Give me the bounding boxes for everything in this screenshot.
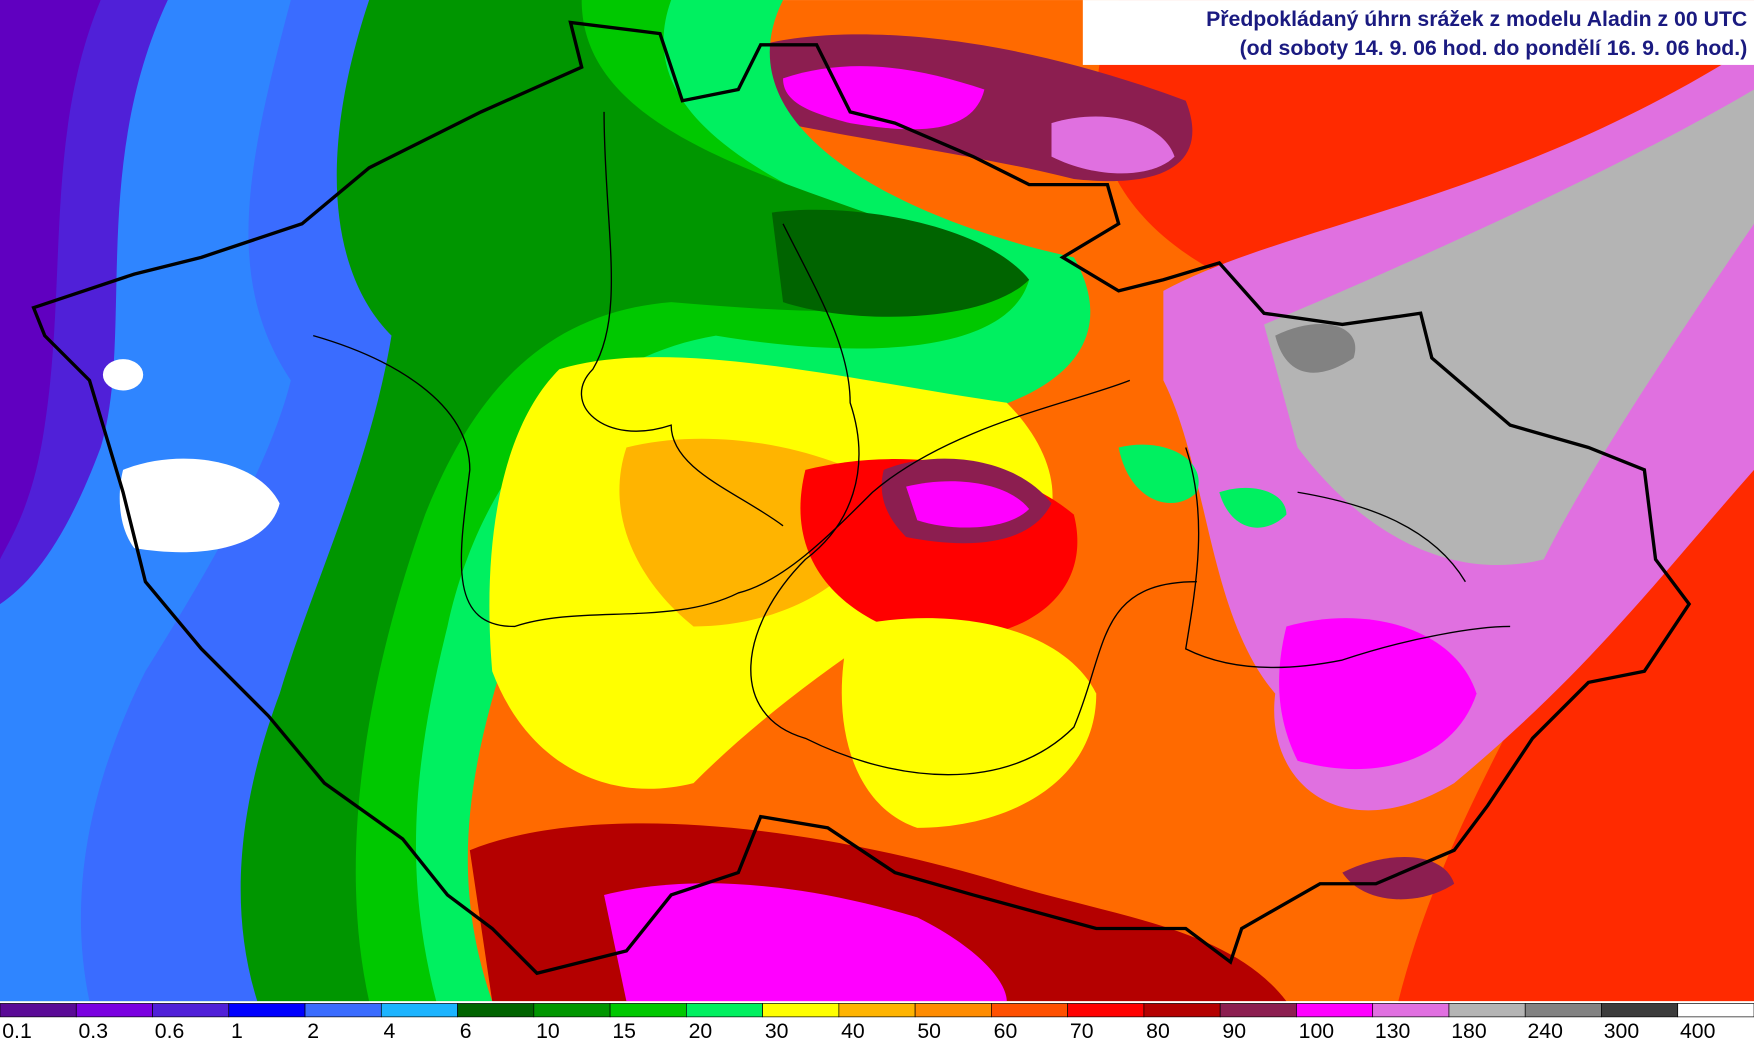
legend-label: 180 [1451, 1019, 1486, 1043]
legend-label: 100 [1299, 1019, 1334, 1043]
legend-swatch [609, 1003, 687, 1018]
legend-label: 1 [231, 1019, 243, 1043]
legend-swatch [686, 1003, 763, 1018]
border [31, 20, 1692, 976]
legend-swatch [75, 1003, 153, 1018]
legend-swatch [380, 1003, 458, 1018]
legend-label: 30 [765, 1019, 789, 1043]
legend-swatch [1143, 1003, 1221, 1018]
legend-label: 10 [536, 1019, 560, 1043]
legend-label: 40 [841, 1019, 865, 1043]
title-background [1082, 0, 1754, 65]
legend-swatch [0, 1003, 77, 1018]
legend-swatch [304, 1003, 382, 1018]
legend-label: 300 [1604, 1019, 1639, 1043]
legend-swatch [1067, 1003, 1145, 1018]
title: Předpokládaný úhrn srážek z modelu Aladi… [1206, 7, 1747, 31]
legend-label: 4 [384, 1019, 396, 1043]
legend-swatch [1372, 1003, 1450, 1018]
title-box: Předpokládaný úhrn srážek z modelu Aladi… [1082, 0, 1754, 65]
legend-label: 80 [1146, 1019, 1170, 1043]
legend-label: 6 [460, 1019, 472, 1043]
legend-swatch [1448, 1003, 1526, 1018]
legend-swatch [762, 1003, 840, 1018]
legend-swatch [1524, 1003, 1602, 1018]
legend-swatch [991, 1003, 1068, 1018]
legend-label: 15 [612, 1019, 636, 1043]
legend-swatch [838, 1003, 916, 1018]
legend-swatch [152, 1003, 230, 1018]
legend-swatch [533, 1003, 611, 1018]
legend-label: 2 [307, 1019, 319, 1043]
legend-label: 0.1 [2, 1019, 32, 1043]
region-borders [313, 111, 1511, 776]
legend-label: 130 [1375, 1019, 1410, 1043]
legend-label: 0.6 [155, 1019, 185, 1043]
legend-swatch [1219, 1003, 1297, 1018]
legend-label: 400 [1680, 1019, 1715, 1043]
legend-swatch [1677, 1003, 1754, 1018]
legend-swatch [228, 1003, 306, 1018]
legend: 0.1 0.3 0.6 1 2 4 6 10 15 20 30 40 50 60 70 80 90 100 130 1… [0, 1001, 1754, 1046]
legend-label: 240 [1527, 1019, 1562, 1043]
legend-label: 70 [1070, 1019, 1094, 1043]
legend-label: 50 [917, 1019, 941, 1043]
legend-label: 20 [689, 1019, 713, 1043]
legend-swatch [1296, 1003, 1374, 1018]
subtitle: (od soboty 14. 9. 06 hod. do pondělí 16.… [1240, 36, 1748, 60]
legend-label: 60 [994, 1019, 1018, 1043]
legend-label: 0.3 [78, 1019, 108, 1043]
legend-label: 90 [1222, 1019, 1246, 1043]
legend-swatch [1601, 1003, 1679, 1018]
legend-swatch [914, 1003, 992, 1018]
legend-swatch [457, 1003, 535, 1018]
precipitation-field [0, 0, 1754, 1002]
